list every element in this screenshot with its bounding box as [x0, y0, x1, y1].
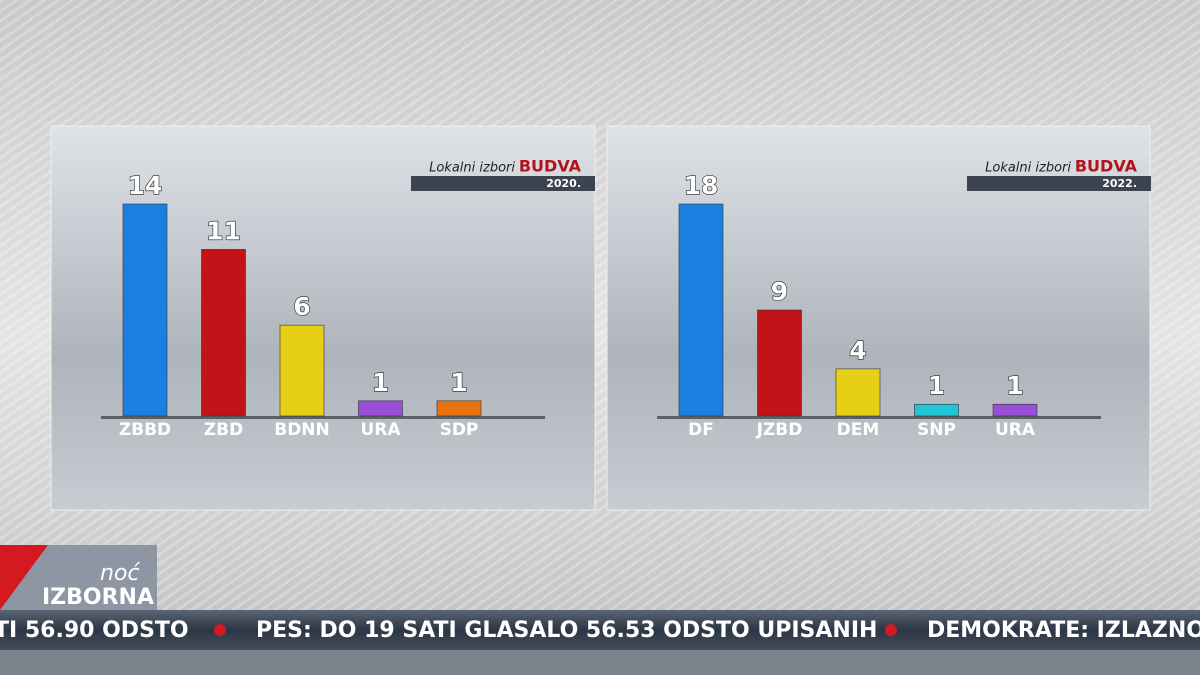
ticker-base — [0, 650, 1200, 675]
logo-accent — [0, 545, 48, 610]
value-label: 1 — [372, 368, 389, 397]
year-strip — [411, 176, 595, 191]
bar — [122, 203, 168, 417]
category-label: ZBBD — [119, 420, 171, 440]
chart-title: BUDVA — [1075, 157, 1138, 176]
category-label: SDP — [440, 420, 479, 440]
bar — [678, 203, 724, 417]
category-label: JZBD — [756, 420, 803, 440]
chart-title: BUDVA — [519, 157, 582, 176]
chart-title-prefix: Lokalni izbori — [985, 161, 1071, 176]
ticker-dot — [214, 624, 226, 636]
bar — [436, 400, 482, 417]
value-label: 1 — [1006, 371, 1023, 400]
value-label: 1 — [450, 368, 467, 397]
bar — [757, 309, 802, 417]
ticker-dot — [885, 624, 897, 636]
chart-subtitle: 2020. — [546, 177, 581, 190]
bar — [835, 368, 881, 417]
category-label: DF — [688, 420, 714, 440]
category-label: BDNN — [274, 420, 330, 440]
bar — [992, 403, 1038, 417]
year-strip — [967, 176, 1151, 191]
ticker-item: TI 56.90 ODSTO — [0, 618, 189, 643]
bar — [201, 249, 246, 417]
category-label: URA — [360, 420, 401, 440]
ticker-item: PES: DO 19 SATI GLASALO 56.53 ODSTO UPIS… — [256, 618, 877, 643]
ticker-item: DEMOKRATE: IZLAZNOS — [927, 618, 1200, 643]
category-label: URA — [995, 420, 1036, 440]
baseline — [101, 416, 545, 419]
logo-top: noć — [100, 561, 140, 586]
value-label: 14 — [128, 171, 163, 200]
baseline — [657, 416, 1101, 419]
logo: noć IZBORNA — [0, 545, 157, 610]
category-label: SNP — [917, 420, 956, 440]
logo-bottom: IZBORNA — [42, 585, 154, 610]
value-label: 11 — [206, 216, 241, 245]
bar — [358, 400, 403, 417]
chart-subtitle: 2022. — [1102, 177, 1137, 190]
value-label: 18 — [684, 171, 719, 200]
bar — [914, 403, 959, 417]
bar — [279, 324, 325, 417]
value-label: 1 — [928, 371, 945, 400]
chart-title-prefix: Lokalni izbori — [429, 161, 515, 176]
value-label: 6 — [293, 292, 310, 321]
value-label: 9 — [771, 277, 788, 306]
category-label: DEM — [837, 420, 880, 440]
value-label: 4 — [849, 336, 866, 365]
category-label: ZBD — [204, 420, 243, 440]
ticker-bar — [0, 610, 1200, 650]
